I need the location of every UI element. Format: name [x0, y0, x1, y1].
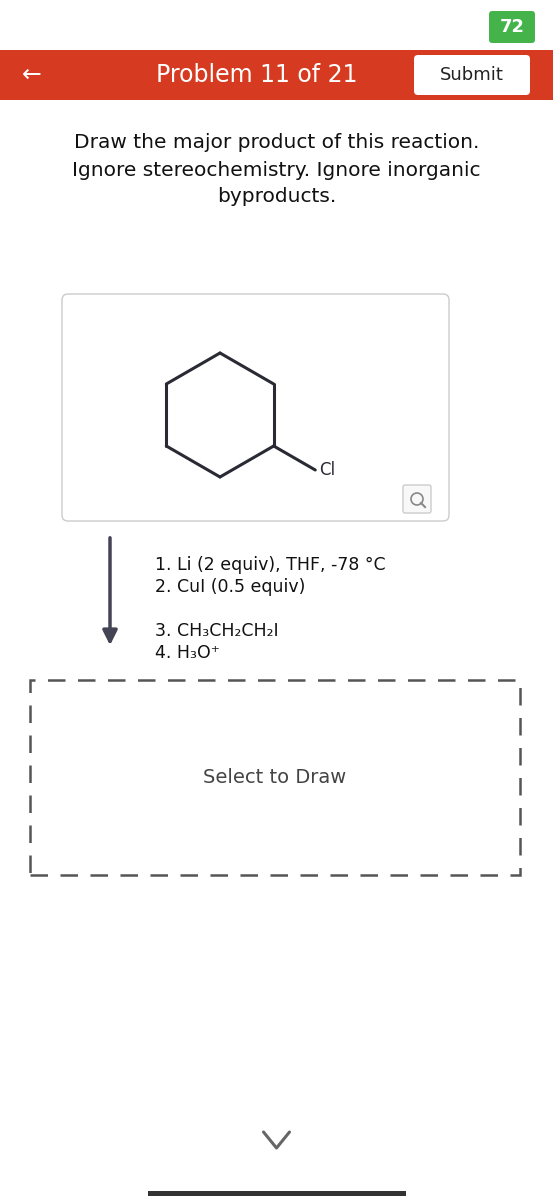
- Text: Problem 11 of 21: Problem 11 of 21: [156, 62, 357, 86]
- Text: Draw the major product of this reaction.: Draw the major product of this reaction.: [74, 133, 479, 152]
- Bar: [0, 50, 553, 100]
- Text: 1. Li (2 equiv), THF, -78 °C: 1. Li (2 equiv), THF, -78 °C: [155, 556, 385, 574]
- Text: 72: 72: [499, 18, 524, 36]
- Text: byproducts.: byproducts.: [217, 187, 336, 206]
- FancyBboxPatch shape: [414, 55, 530, 95]
- FancyBboxPatch shape: [489, 11, 535, 43]
- Text: ←: ←: [22, 62, 41, 86]
- Text: 4. H₃O⁺: 4. H₃O⁺: [155, 644, 220, 662]
- Text: 2. CuI (0.5 equiv): 2. CuI (0.5 equiv): [155, 578, 305, 596]
- Text: Cl: Cl: [319, 461, 335, 479]
- Text: Select to Draw: Select to Draw: [204, 768, 347, 787]
- Bar: [148, 1190, 406, 1196]
- Bar: [30, 680, 520, 875]
- Text: Submit: Submit: [440, 66, 504, 84]
- FancyBboxPatch shape: [62, 294, 449, 521]
- Text: Ignore stereochemistry. Ignore inorganic: Ignore stereochemistry. Ignore inorganic: [72, 161, 481, 180]
- Text: 3. CH₃CH₂CH₂I: 3. CH₃CH₂CH₂I: [155, 622, 279, 640]
- FancyBboxPatch shape: [403, 485, 431, 514]
